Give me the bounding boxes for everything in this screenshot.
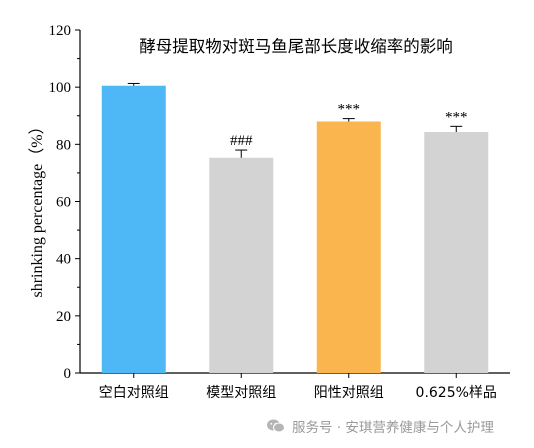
y-tick-label: 0	[64, 366, 72, 382]
y-tick-label: 40	[56, 252, 71, 268]
plot-area: 0 20 40 60 80 100 120 空白对照组 模型对照组 ### 阳性对照组 *** 0.62…	[49, 23, 510, 401]
y-tick-label: 120	[49, 23, 72, 39]
watermark-text: 服务号 · 安琪营养健康与个人护理	[292, 420, 494, 436]
watermark: 服务号 · 安琪营养健康与个人护理	[266, 416, 494, 436]
bar	[316, 121, 381, 373]
y-tick-label: 20	[56, 309, 71, 325]
y-tick-label: 60	[56, 195, 71, 211]
bar	[101, 85, 166, 374]
x-tick-label: 阳性对照组	[314, 385, 384, 401]
x-tick-label: 模型对照组	[206, 385, 276, 401]
bar	[424, 132, 489, 373]
x-tick-label: 0.625%样品	[416, 385, 497, 401]
y-tick-label: 80	[56, 137, 71, 153]
y-tick-label: 100	[49, 80, 72, 96]
significance-label: ***	[338, 102, 361, 118]
significance-label: ###	[230, 133, 253, 149]
wechat-icon	[266, 418, 286, 434]
significance-label: ***	[445, 109, 468, 125]
y-axis-label: shrinking percentage（%）	[28, 118, 46, 297]
bar	[209, 157, 274, 373]
x-tick-label: 空白对照组	[99, 385, 169, 401]
chart-title: 酵母提取物对斑马鱼尾部长度收缩率的影响	[139, 37, 453, 56]
